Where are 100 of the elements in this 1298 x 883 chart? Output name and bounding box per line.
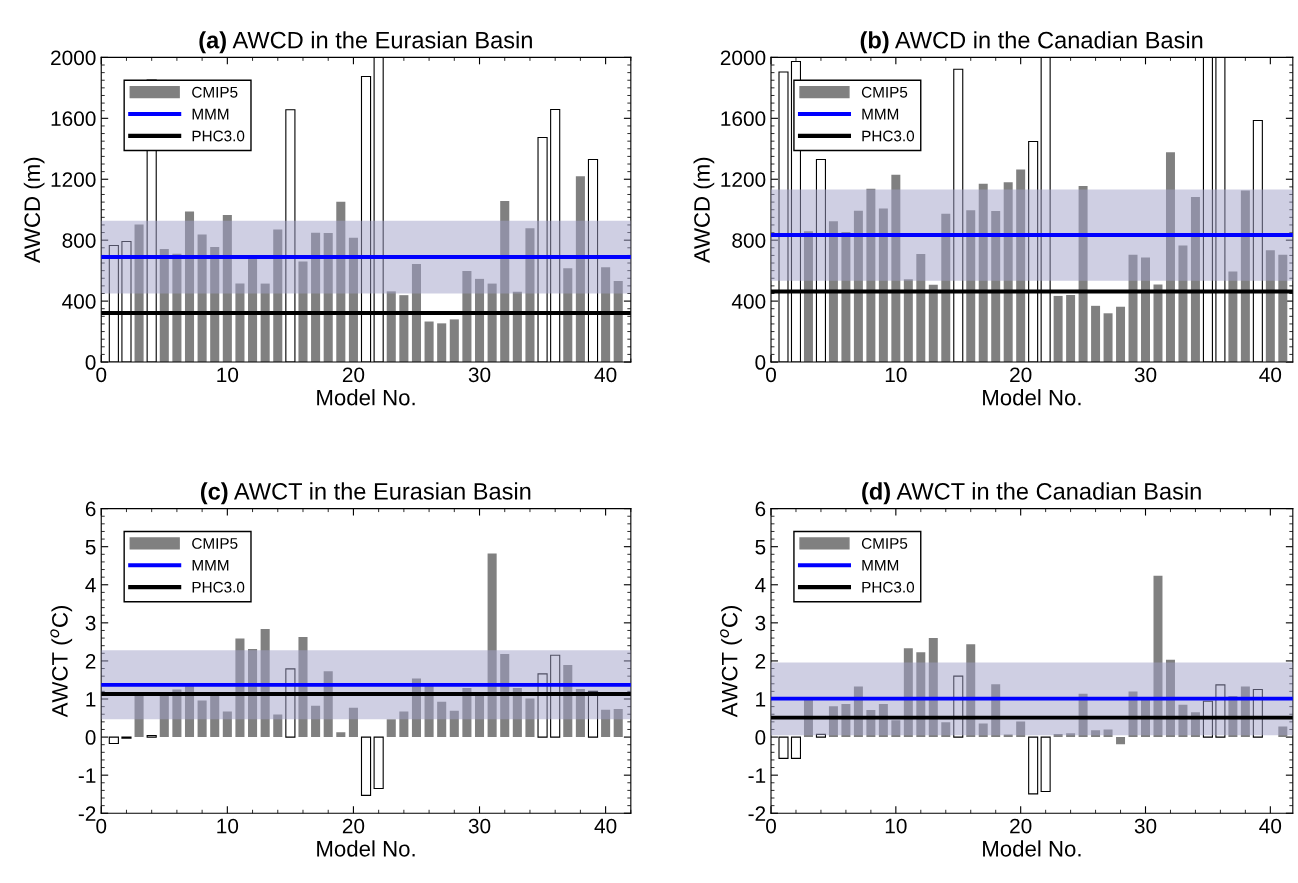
bar: [613, 708, 623, 738]
bar: [903, 648, 913, 738]
bar: [474, 278, 485, 363]
bar: [273, 229, 283, 363]
bar: [172, 689, 182, 738]
bar: [803, 231, 813, 363]
bar: [159, 249, 169, 363]
bar: [966, 644, 976, 738]
x-tick-label: 10: [217, 818, 239, 834]
bar: [978, 723, 988, 738]
bar: [891, 720, 901, 738]
x-tick-label: 30: [468, 818, 491, 834]
bar: [172, 253, 182, 363]
bar: [462, 687, 472, 738]
x-tick-label: 0: [96, 818, 107, 834]
legend-label: PHC3.0: [862, 581, 915, 593]
bar: [1003, 734, 1013, 738]
bar: [1103, 313, 1113, 363]
x-tick-label: 10: [885, 818, 907, 834]
bar: [1016, 721, 1026, 738]
bar: [978, 183, 988, 363]
bar: [273, 714, 283, 738]
bar: [1053, 295, 1063, 363]
y-tick-label: 800: [62, 233, 96, 248]
bar: [1028, 736, 1039, 795]
x-tick-label: 0: [766, 367, 776, 383]
y-tick-label: 0: [755, 355, 766, 370]
bar: [386, 291, 396, 363]
bar: [1265, 250, 1275, 363]
bar: [1278, 726, 1288, 738]
y-tick-label: 2: [85, 653, 96, 669]
bar: [1165, 152, 1175, 363]
bar: [411, 263, 422, 363]
bar: [563, 268, 573, 363]
bar: [197, 234, 207, 363]
y-tick-label: 400: [62, 294, 96, 309]
x-tick-label: 20: [1010, 367, 1032, 383]
bar: [1091, 305, 1101, 363]
legend-label: PHC3.0: [192, 581, 245, 593]
bar: [260, 283, 270, 363]
bar: [500, 201, 510, 363]
x-tick-label: 10: [885, 367, 907, 383]
bar: [878, 208, 888, 363]
bar: [399, 295, 409, 363]
x-axis-title: Model No.: [317, 389, 415, 406]
bar: [260, 628, 270, 738]
bar: [235, 283, 245, 363]
bar: [966, 210, 976, 363]
bar: [311, 705, 321, 738]
bar: [474, 694, 485, 738]
legend-label: PHC3.0: [192, 130, 245, 142]
y-tick-label: 2: [755, 653, 766, 669]
x-tick-label: 20: [342, 818, 365, 834]
bar: [360, 736, 372, 796]
bar: [1091, 730, 1101, 738]
y-tick-label: -1: [78, 768, 96, 783]
bar: [449, 319, 459, 363]
bar: [1066, 733, 1076, 738]
bar: [437, 701, 447, 738]
bar: [866, 188, 876, 363]
bar: [210, 695, 220, 738]
bar: [1141, 257, 1150, 363]
bar: [1178, 245, 1188, 363]
bar: [399, 711, 409, 738]
bar: [235, 638, 245, 738]
x-axis-title: Model No.: [317, 840, 415, 857]
legend-label: CMIP5: [861, 538, 908, 549]
y-tick-label: 1200: [721, 172, 766, 187]
bar: [828, 221, 838, 363]
bar: [1153, 575, 1163, 738]
bar: [903, 279, 913, 363]
bar: [373, 736, 384, 790]
bar: [323, 233, 333, 363]
bar: [298, 636, 308, 738]
bar: [386, 719, 396, 738]
bar: [348, 707, 358, 738]
legend-label: PHC3.0: [862, 130, 915, 142]
y-tick-label: 5: [755, 539, 766, 555]
x-tick-label: 40: [594, 367, 617, 383]
y-tick-label: 3: [755, 615, 766, 631]
bar: [348, 237, 358, 363]
bar: [1116, 306, 1126, 363]
y-tick-label: 6: [755, 501, 766, 517]
bar: [184, 211, 195, 363]
bar: [601, 267, 611, 363]
legend-label: CMIP5: [192, 538, 238, 549]
x-tick-label: 30: [1134, 367, 1157, 383]
bar: [1228, 271, 1238, 363]
y-tick-label: 800: [732, 233, 766, 248]
bar: [210, 246, 220, 363]
bar: [525, 698, 535, 738]
bar: [815, 733, 826, 738]
bar: [613, 281, 623, 363]
y-tick-label: 1: [86, 692, 96, 707]
bar: [575, 689, 585, 738]
bar: [197, 700, 207, 738]
y-tick-label: -1: [748, 768, 766, 783]
y-tick-label: 0: [755, 730, 766, 745]
chart-title: (c) AWCT in the Eurasian Basin: [200, 482, 531, 505]
bar: [928, 284, 938, 363]
